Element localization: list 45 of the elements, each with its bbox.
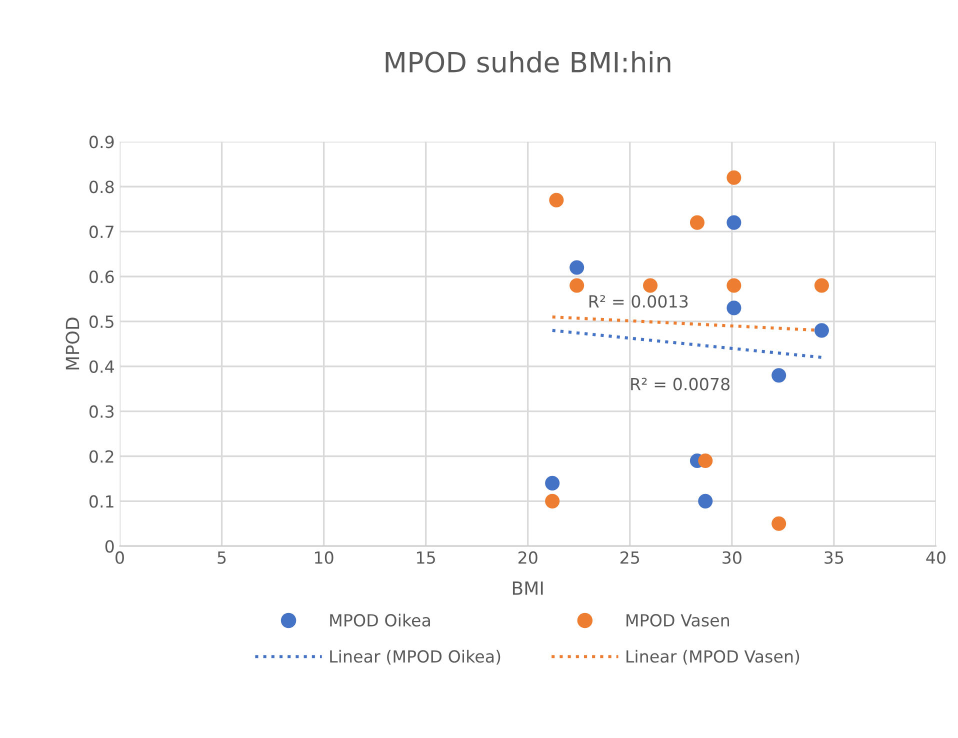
point xyxy=(772,368,786,383)
point xyxy=(726,170,742,185)
point xyxy=(726,215,742,230)
annotation: R² = 0.0013 xyxy=(589,295,688,308)
legend-label: MPOD Vasen xyxy=(626,614,729,627)
y-tick-label: 0.6 xyxy=(89,270,114,284)
point xyxy=(545,494,560,508)
x-tick-label: 40 xyxy=(926,551,946,564)
point xyxy=(726,278,742,293)
point xyxy=(698,453,713,468)
y-tick-label: 0.8 xyxy=(89,180,114,194)
chart-title: MPOD suhde BMI:hin xyxy=(386,51,670,73)
y-tick-label: 0.5 xyxy=(89,315,114,328)
x-tick-label: 20 xyxy=(518,551,538,564)
point xyxy=(570,278,584,293)
point xyxy=(814,278,829,293)
point xyxy=(545,476,560,490)
legend-label: Linear (MPOD Vasen) xyxy=(626,650,800,665)
point xyxy=(772,516,786,531)
point xyxy=(726,300,742,316)
y-tick-label: 0.2 xyxy=(89,450,114,463)
point xyxy=(690,215,705,230)
y-tick-label: 0.4 xyxy=(89,360,114,373)
x-tick-label: 35 xyxy=(824,551,844,564)
legend-label: MPOD Oikea xyxy=(330,614,430,627)
x-tick-label: 10 xyxy=(315,551,334,564)
y-tick-label: 0.7 xyxy=(89,226,114,238)
y-tick-label: 0.3 xyxy=(89,405,114,418)
y-tick-label: 0 xyxy=(105,540,114,553)
point xyxy=(643,278,658,293)
x-tick-label: 15 xyxy=(417,551,435,564)
x-axis-title: BMI xyxy=(512,582,543,595)
x-tick-label: 30 xyxy=(722,551,742,564)
x-tick-label: 0 xyxy=(116,551,124,564)
point xyxy=(814,323,829,338)
annotation: R² = 0.0078 xyxy=(631,378,730,390)
point xyxy=(549,192,564,208)
y-tick-label: 0.9 xyxy=(89,136,114,148)
y-tick-label: 0.1 xyxy=(89,495,114,508)
point xyxy=(570,260,584,275)
point xyxy=(698,494,713,508)
x-tick-label: 25 xyxy=(620,551,640,564)
x-tick-label: 5 xyxy=(218,551,226,564)
legend-label: Linear (MPOD Oikea) xyxy=(330,650,500,665)
y-axis-title: MPOD xyxy=(66,318,80,370)
